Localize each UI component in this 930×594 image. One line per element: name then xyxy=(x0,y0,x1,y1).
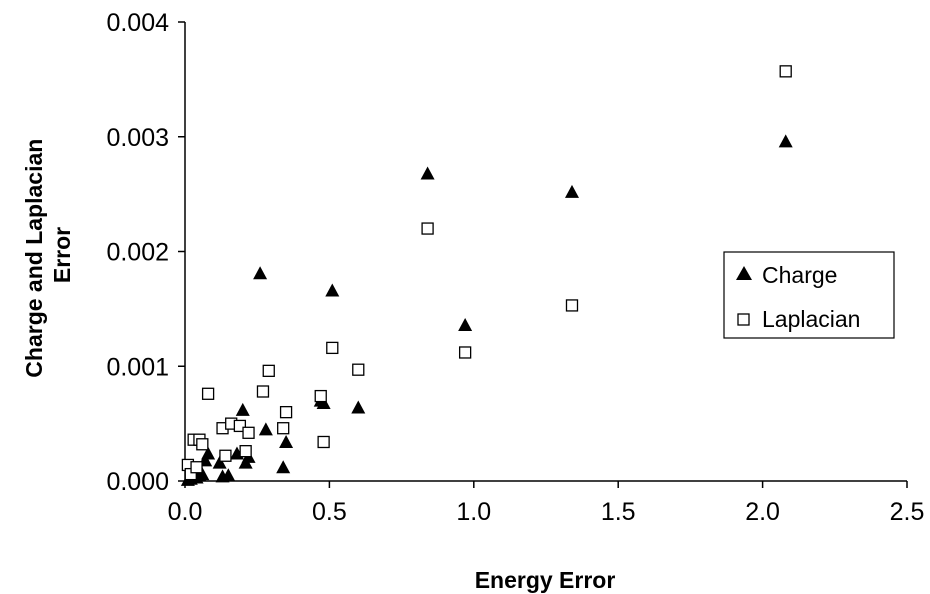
y-axis-ticks: 0.000 0.001 0.002 0.003 0.004 xyxy=(106,9,185,496)
legend: Charge Laplacian xyxy=(723,251,895,339)
legend-laplacian-label: Laplacian xyxy=(762,306,860,332)
x-tick-label: 1.5 xyxy=(601,498,636,526)
x-axis-title: Energy Error xyxy=(475,567,616,593)
charge-point xyxy=(221,468,236,482)
y-axis-title: Charge and Laplacian Error xyxy=(21,132,75,377)
laplacian-point xyxy=(314,389,327,403)
y-tick-label: 0.000 xyxy=(106,468,169,496)
charge-point xyxy=(258,422,273,436)
laplacian-point xyxy=(317,435,330,449)
laplacian-point xyxy=(458,346,472,359)
laplacian-point xyxy=(233,419,247,433)
charge-point xyxy=(212,455,227,469)
laplacian-point xyxy=(326,341,339,355)
charge-point xyxy=(201,446,216,460)
laplacian-point xyxy=(262,364,275,377)
charge-point xyxy=(279,434,294,448)
x-tick-label: 2.0 xyxy=(745,498,780,526)
laplacian-point xyxy=(201,387,215,400)
charge-point xyxy=(235,402,250,416)
charge-point xyxy=(316,395,331,409)
x-tick-label: 1.0 xyxy=(456,498,491,526)
laplacian-point xyxy=(279,405,293,419)
laplacian-point xyxy=(565,299,579,312)
y-tick-label: 0.001 xyxy=(106,353,169,381)
legend-laplacian-marker xyxy=(737,313,750,326)
laplacian-point xyxy=(352,363,365,376)
legend-charge-marker xyxy=(736,266,752,280)
x-axis-ticks: 0.0 0.5 1.0 1.5 2.0 2.5 xyxy=(168,481,925,526)
laplacian-point xyxy=(239,445,252,458)
charge-point xyxy=(276,460,291,474)
charge-point xyxy=(458,317,473,331)
laplacian-point xyxy=(779,65,792,78)
charge-point xyxy=(564,184,579,198)
charge-point xyxy=(253,266,268,280)
laplacian-point xyxy=(256,385,270,398)
x-tick-label: 0.5 xyxy=(312,498,347,526)
laplacian-point xyxy=(277,422,290,435)
charge-point xyxy=(351,400,366,414)
x-tick-label: 0.0 xyxy=(168,498,203,526)
legend-box xyxy=(723,251,895,339)
y-tick-label: 0.004 xyxy=(106,9,169,37)
y-tick-label: 0.002 xyxy=(106,239,169,267)
laplacian-point xyxy=(421,222,434,235)
laplacian-point xyxy=(219,449,232,462)
y-tick-label: 0.003 xyxy=(106,124,169,152)
series-laplacian xyxy=(181,65,792,481)
series-charge xyxy=(180,134,793,486)
y-axis-title-line-2: Error xyxy=(49,227,75,283)
x-tick-label: 2.5 xyxy=(890,498,925,526)
laplacian-point xyxy=(242,426,255,439)
charge-point xyxy=(325,283,340,297)
laplacian-point xyxy=(190,461,203,474)
charge-point xyxy=(778,134,793,148)
laplacian-point xyxy=(196,438,209,451)
y-axis-title-line-1: Charge and Laplacian xyxy=(21,139,47,378)
charge-point xyxy=(420,166,435,180)
charge-point xyxy=(195,467,210,481)
legend-charge-label: Charge xyxy=(762,262,837,288)
